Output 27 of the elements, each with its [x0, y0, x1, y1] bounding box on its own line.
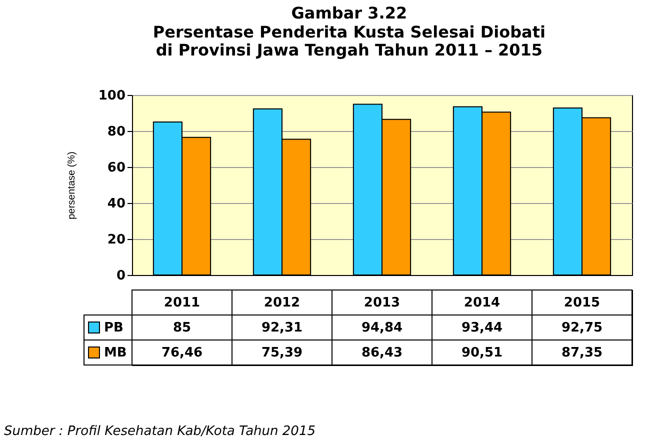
chart-subtitle: Persentase Penderita Kusta Selesai Diobati di Provinsi Jawa Tengah Tahun 2011 – 2015: [152, 22, 546, 60]
data-label: 92,31: [261, 320, 303, 336]
y-axis-title: persentase (%): [66, 152, 78, 220]
y-tick-label: 20: [107, 232, 126, 248]
chart-title: Gambar 3.22: [291, 4, 408, 22]
data-label: 76,46: [161, 346, 203, 360]
data-label: 75,39: [261, 346, 303, 360]
x-tick-label: 2015: [564, 296, 600, 310]
y-tick-label: 60: [107, 160, 126, 176]
y-tick-label: 40: [107, 196, 126, 212]
data-label: 86,43: [361, 346, 403, 360]
data-label: 93,44: [461, 320, 503, 336]
x-tick-label: 2012: [264, 296, 300, 310]
data-label: 90,51: [461, 346, 503, 360]
x-tick-label: 2013: [364, 296, 400, 310]
data-label: 94,84: [361, 320, 403, 336]
x-tick-label: 2014: [464, 296, 500, 310]
legend-label: PB: [104, 320, 124, 336]
data-label: 92,75: [561, 320, 603, 336]
legend-label: MB: [104, 346, 127, 360]
y-tick-label: 100: [98, 88, 126, 104]
data-label: 87,35: [561, 346, 603, 360]
y-tick-label: 80: [107, 124, 126, 140]
data-label: 85: [172, 320, 192, 336]
y-tick-label: 0: [116, 268, 126, 284]
text: Sumber : Profil Kesehatan Kab/Kota Tahun 2015: [4, 424, 316, 439]
x-tick-label: 2011: [164, 296, 200, 310]
